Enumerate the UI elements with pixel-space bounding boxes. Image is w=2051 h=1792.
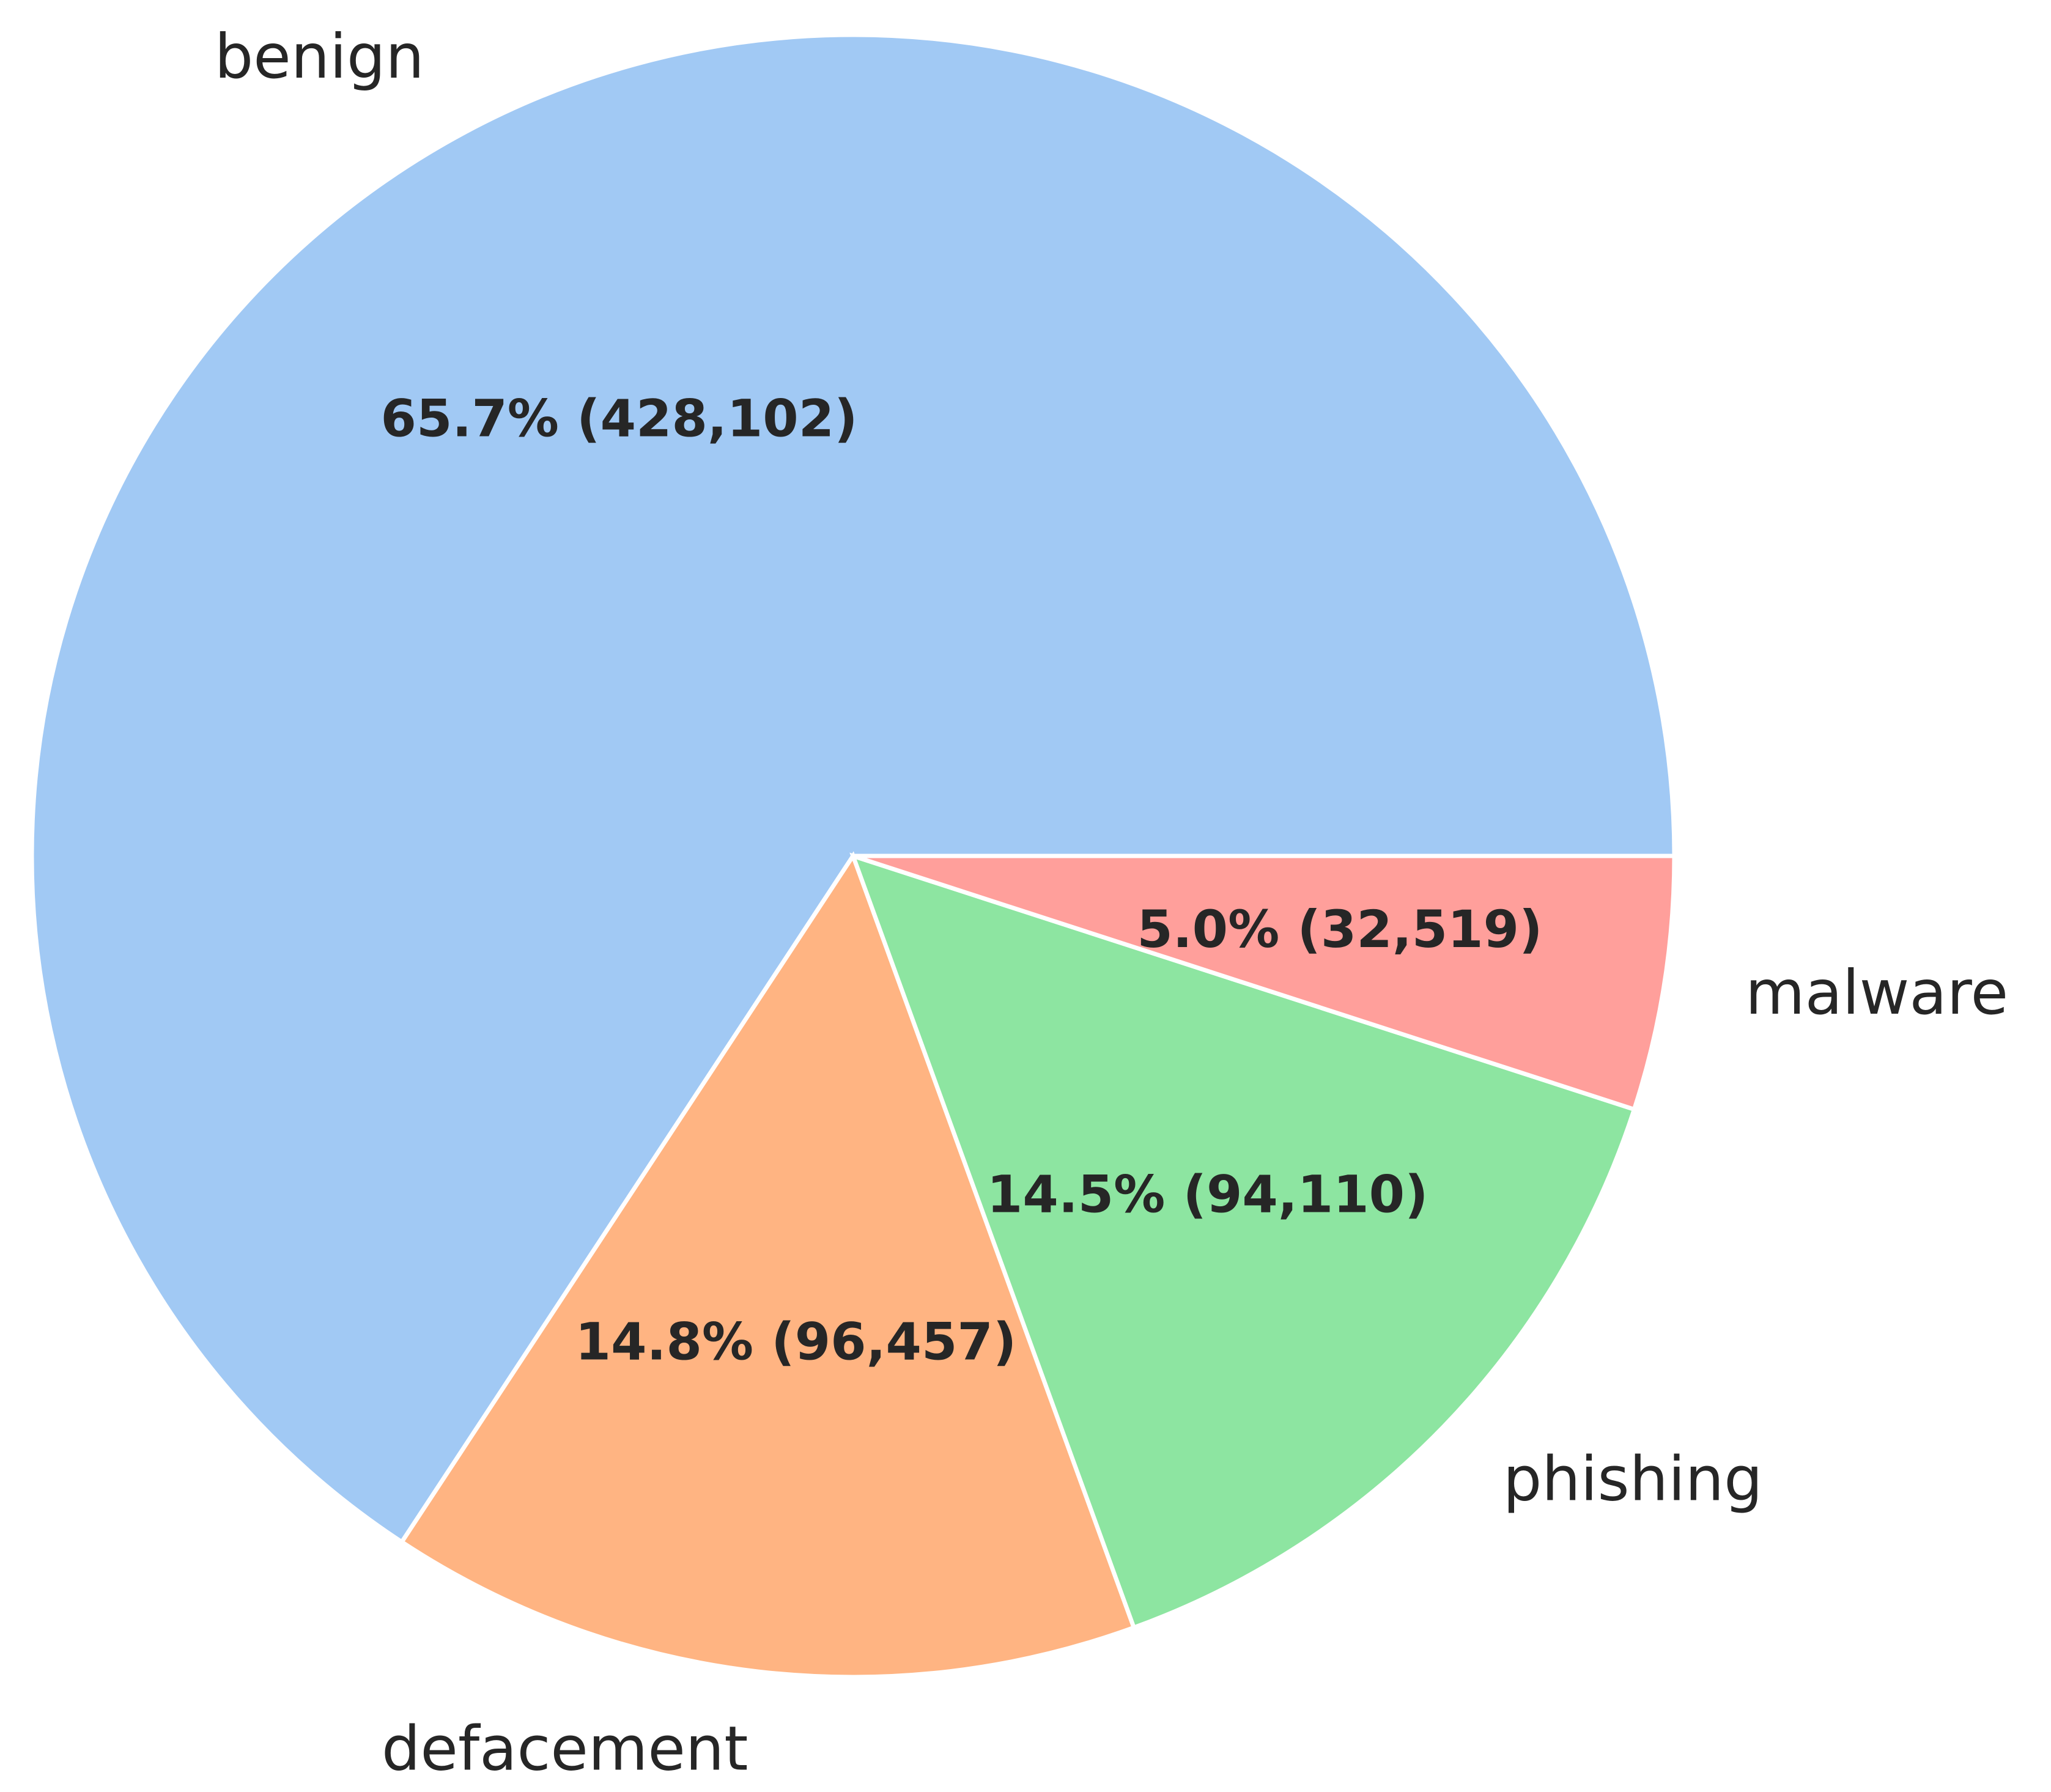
slices-layer (29, 32, 1677, 1680)
category-label-defacement: defacement (382, 1713, 748, 1785)
pie-slice-phishing (849, 852, 1637, 1631)
value-label-phishing: 14.5% (94,110) (987, 1165, 1428, 1225)
labels-layer: benign 65.7% (428,102) defacement 14.8% (96… (215, 21, 2008, 1785)
value-label-malware: 5.0% (32,519) (1137, 899, 1542, 959)
pie-slice-malware (852, 854, 1677, 1112)
category-label-malware: malware (1745, 957, 2008, 1028)
value-label-benign: 65.7% (428,102) (381, 389, 858, 449)
pie-slice-defacement (399, 851, 1137, 1680)
category-label-benign: benign (215, 21, 424, 92)
value-label-defacement: 14.8% (96,457) (575, 1311, 1017, 1371)
pie-slice-benign (29, 32, 1677, 1545)
category-label-phishing: phishing (1503, 1443, 1763, 1514)
